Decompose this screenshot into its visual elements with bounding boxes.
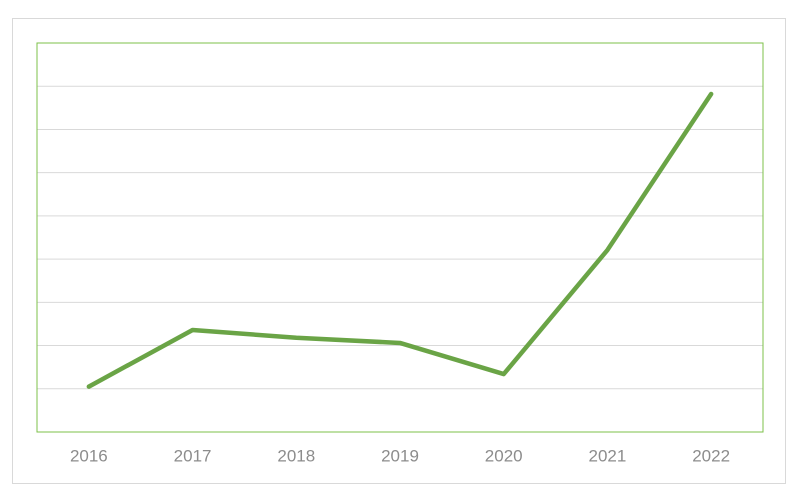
data-line	[86, 91, 714, 389]
x-tick-label: 2022	[692, 446, 730, 465]
x-tick-label: 2018	[277, 446, 315, 465]
x-tick-label: 2020	[485, 446, 523, 465]
x-tick-label: 2021	[589, 446, 627, 465]
x-tick-label: 2016	[70, 446, 108, 465]
chart-frame	[12, 18, 786, 484]
x-tick-label: 2019	[381, 446, 419, 465]
plot-frame	[36, 42, 764, 433]
x-tick-label: 2017	[174, 446, 212, 465]
